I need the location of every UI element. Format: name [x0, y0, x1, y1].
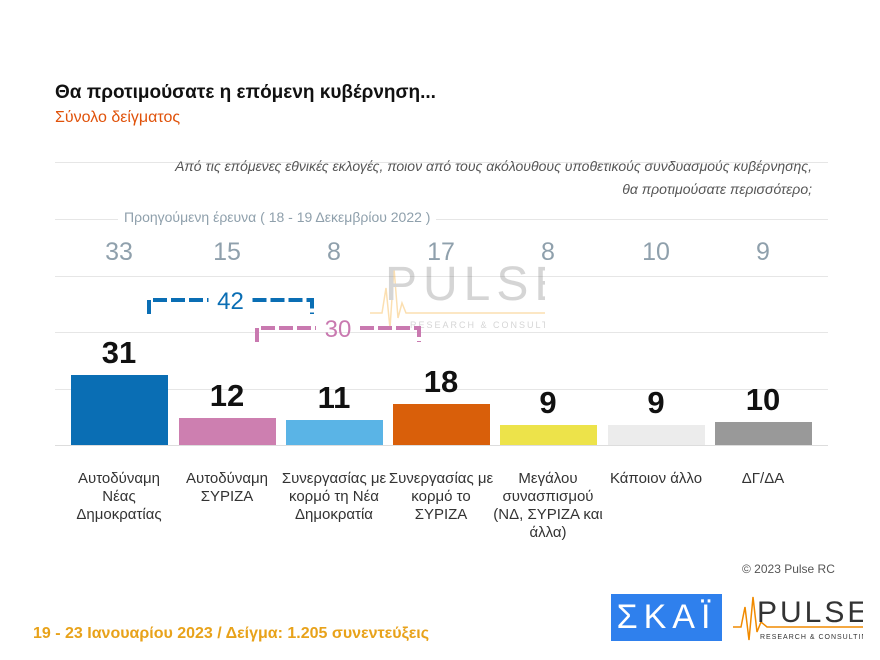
pulse-watermark: PULSE RESEARCH & CONSULTING: [370, 258, 545, 330]
question-text: Από τις επόμενες εθνικές εκλογές, ποιον …: [175, 158, 812, 197]
gridline: [55, 276, 828, 277]
previous-value: 10: [642, 238, 670, 266]
value-label: 12: [209, 377, 245, 413]
previous-value: 9: [756, 238, 770, 266]
category-label: Αυτοδύναμη Νέας Δημοκρατίας: [76, 470, 162, 523]
category-label: Κάποιον άλλο: [609, 470, 703, 487]
sum-bracket: 42: [147, 288, 314, 315]
bar: [285, 420, 383, 445]
previous-value: 15: [213, 238, 241, 266]
previous-value: 17: [427, 238, 455, 266]
gridline: [55, 389, 828, 390]
category-label: Μεγάλου συνασπισμού (ΝΔ, ΣΥΡΙΖΑ και άλλα…: [493, 470, 603, 541]
category-label: ΔΓ/ΔΑ: [741, 470, 785, 487]
value-label: 9: [647, 384, 665, 420]
svg-text:PULSE: PULSE: [757, 596, 863, 629]
baseline: [55, 445, 828, 446]
pulse-logo: PULSE RESEARCH & CONSULTING: [733, 596, 863, 641]
previous-value: 33: [105, 238, 133, 266]
bracket-label: 42: [217, 288, 244, 315]
previous-value: 8: [327, 238, 341, 266]
bar: [714, 422, 812, 445]
gridline: [55, 332, 828, 333]
bracket-label: 30: [325, 316, 352, 343]
divider: [55, 162, 828, 163]
category-label: Συνεργασίας με κορμό το ΣΥΡΙΖΑ: [388, 470, 494, 523]
svg-text:RESEARCH & CONSULTING: RESEARCH & CONSULTING: [410, 320, 545, 330]
bar: [392, 404, 490, 445]
value-label: 18: [423, 364, 459, 400]
svg-text:PULSE: PULSE: [385, 258, 545, 311]
bar: [178, 417, 276, 445]
value-label: 10: [745, 382, 781, 418]
sum-bracket: 30: [255, 316, 421, 343]
skai-logo: ΣΚΑΪ: [611, 594, 722, 641]
value-label: 11: [317, 380, 351, 416]
chart-subtitle: Σύνολο δείγματος: [55, 109, 181, 126]
value-label: 9: [539, 384, 557, 420]
divider: [55, 219, 828, 220]
svg-text:RESEARCH & CONSULTING: RESEARCH & CONSULTING: [760, 634, 863, 641]
category-label: Συνεργασίας με κορμό τη Νέα Δημοκρατία: [281, 470, 387, 523]
bar: [70, 374, 168, 445]
bar: [607, 424, 705, 445]
chart-title: Θα προτιμούσατε η επόμενη κυβέρνηση...: [55, 82, 436, 103]
previous-value: 8: [541, 238, 555, 266]
previous-survey-label: Προηγούμενη έρευνα ( 18 - 19 Δεκεμβρίου …: [118, 209, 437, 225]
value-label: 31: [101, 334, 137, 370]
survey-footer: 19 - 23 Ιανουαρίου 2023 / Δείγμα: 1.205 …: [33, 625, 430, 642]
copyright: © 2023 Pulse RC: [742, 562, 835, 576]
skai-logo-text: ΣΚΑΪ: [616, 598, 717, 636]
category-label: Αυτοδύναμη ΣΥΡΙΖΑ: [186, 470, 268, 505]
bar: [499, 424, 597, 445]
